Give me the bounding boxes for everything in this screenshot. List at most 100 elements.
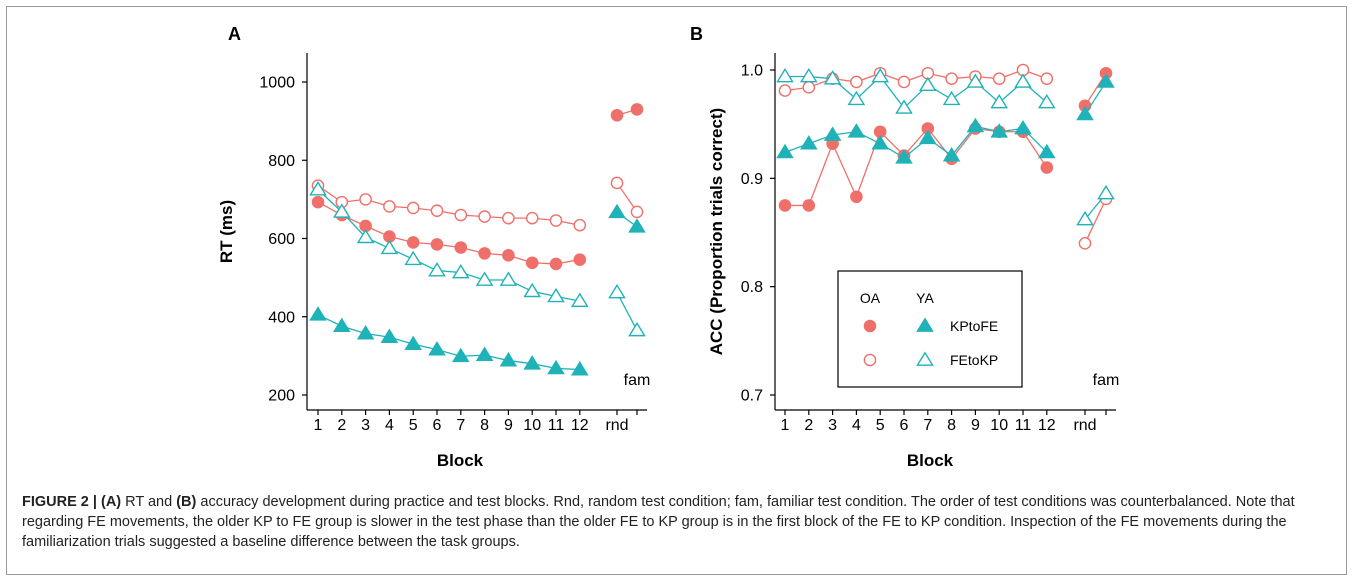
data-point-oa-kptofe: [525, 256, 539, 270]
data-point-ya-fetokp: [942, 90, 961, 106]
data-point-oa-kptofe: [502, 249, 515, 262]
data-point-ya-kptofe: [895, 149, 913, 164]
data-point-ya-kptofe: [380, 328, 399, 343]
data-point-ya-fetokp: [918, 76, 937, 92]
figure-caption: FIGURE 2 | (A) RT and (B) accuracy devel…: [22, 492, 1332, 552]
series-ya-fetokp: [776, 67, 1115, 226]
data-point-ya-fetokp: [966, 73, 985, 88]
test-line-oa-kptofe: [1084, 72, 1107, 107]
panel-b: B0.70.80.91.01 2 3 4 5 6 7 8 9 10 11 12 rndfamBlockA…: [690, 24, 1119, 470]
series-line-oa-kptofe: [317, 201, 580, 265]
legend-marker-oa: [863, 319, 877, 333]
series-oa-fetokp: [778, 63, 1113, 250]
data-point-ya-fetokp: [1037, 93, 1056, 109]
data-point-oa-kptofe: [610, 108, 624, 122]
data-point-ya-kptofe: [356, 325, 375, 340]
data-point-oa-fetokp: [1078, 237, 1092, 250]
data-point-oa-fetokp: [802, 81, 816, 94]
data-point-ya-fetokp: [895, 99, 913, 114]
panel-letter-a: A: [228, 24, 241, 44]
legend-marker-ya: [916, 351, 934, 366]
data-point-ya-kptofe: [1076, 105, 1094, 121]
data-point-ya-fetokp: [776, 67, 794, 83]
data-point-ya-kptofe: [451, 347, 470, 363]
data-point-ya-fetokp: [499, 271, 518, 286]
data-point-oa-fetokp: [573, 218, 587, 232]
test-line-oa-fetokp: [1084, 198, 1107, 244]
data-point-oa-kptofe: [311, 195, 325, 209]
series-line-oa-fetokp: [784, 69, 1048, 92]
y-tick-label: 0.9: [741, 171, 763, 188]
x-tick-label: 2: [337, 417, 346, 434]
x-tick-label-rnd: rnd: [605, 417, 628, 434]
data-point-ya-kptofe: [523, 355, 542, 370]
data-point-oa-kptofe: [478, 247, 491, 260]
legend-label: KPtoFE: [950, 318, 998, 334]
series-ya-kptofe: [776, 73, 1115, 164]
y-tick-label: 0.8: [741, 279, 763, 296]
data-point-ya-fetokp: [628, 321, 646, 337]
data-point-ya-fetokp: [404, 250, 423, 266]
data-point-oa-fetokp: [610, 176, 624, 190]
x-tick-label: 1: [781, 417, 790, 434]
caption-text-2: accuracy development during practice and…: [22, 494, 1295, 550]
data-point-oa-fetokp: [430, 204, 444, 218]
x-tick-label: 12: [571, 417, 589, 434]
x-tick-label: 9: [504, 417, 513, 434]
data-point-oa-fetokp: [778, 84, 792, 97]
data-point-ya-kptofe: [499, 352, 518, 367]
legend-marker-ya: [916, 317, 934, 332]
x-tick-label: 7: [923, 417, 932, 434]
x-tick-label: 5: [409, 417, 418, 434]
data-point-oa-kptofe: [549, 257, 563, 271]
x-tick-label: 3: [828, 417, 837, 434]
data-point-ya-kptofe: [847, 123, 866, 138]
y-axis-title: ACC (Proportion trials correct): [707, 108, 726, 355]
legend: OA YA KPtoFE FEtoKP: [837, 270, 1023, 388]
legend-header-oa: OA: [860, 290, 881, 306]
x-tick-label: 8: [480, 417, 489, 434]
x-tick-label: 8: [947, 417, 956, 434]
y-tick-label: 1000: [259, 75, 295, 92]
x-tick-label: 1: [314, 417, 323, 434]
data-point-ya-kptofe: [404, 335, 423, 351]
series-line-ya-kptofe: [317, 314, 580, 371]
caption-text-1: RT and: [121, 494, 177, 510]
data-point-oa-kptofe: [802, 199, 816, 212]
x-tick-label: 7: [456, 417, 465, 434]
data-point-oa-fetokp: [549, 214, 563, 227]
x-tick-label: 11: [548, 417, 565, 434]
data-point-oa-kptofe: [454, 241, 468, 254]
data-point-ya-kptofe: [1037, 143, 1056, 159]
x-tick-label: 6: [433, 417, 442, 434]
data-point-ya-kptofe: [547, 359, 565, 375]
data-point-oa-fetokp: [850, 75, 863, 89]
x-tick-label: 12: [1038, 417, 1056, 434]
data-point-ya-fetokp: [871, 67, 890, 83]
data-point-oa-fetokp: [478, 210, 491, 223]
data-point-oa-kptofe: [850, 190, 863, 204]
x-tick-label: 11: [1015, 417, 1032, 434]
data-point-oa-fetokp: [897, 75, 911, 89]
data-point-ya-kptofe: [309, 306, 327, 321]
data-point-ya-fetokp: [570, 292, 589, 307]
x-tick-label: 2: [804, 417, 813, 434]
legend-marker-oa: [863, 353, 877, 367]
data-point-oa-fetokp: [359, 193, 372, 206]
data-point-ya-fetokp: [823, 70, 842, 85]
data-point-ya-kptofe: [1014, 119, 1032, 135]
data-point-ya-kptofe: [608, 203, 626, 219]
x-tick-label: 10: [990, 417, 1008, 434]
data-point-ya-fetokp: [847, 90, 866, 106]
x-tick-label: 4: [852, 417, 861, 434]
x-tick-label-rnd: rnd: [1073, 417, 1096, 434]
data-point-ya-fetokp: [608, 283, 626, 299]
figure-frame: [6, 6, 1347, 575]
data-point-ya-kptofe: [918, 129, 937, 145]
data-point-ya-fetokp: [523, 282, 542, 298]
data-point-ya-kptofe: [475, 346, 494, 361]
y-axis-title: RT (ms): [217, 200, 236, 263]
panel-letter-b: B: [690, 24, 703, 44]
